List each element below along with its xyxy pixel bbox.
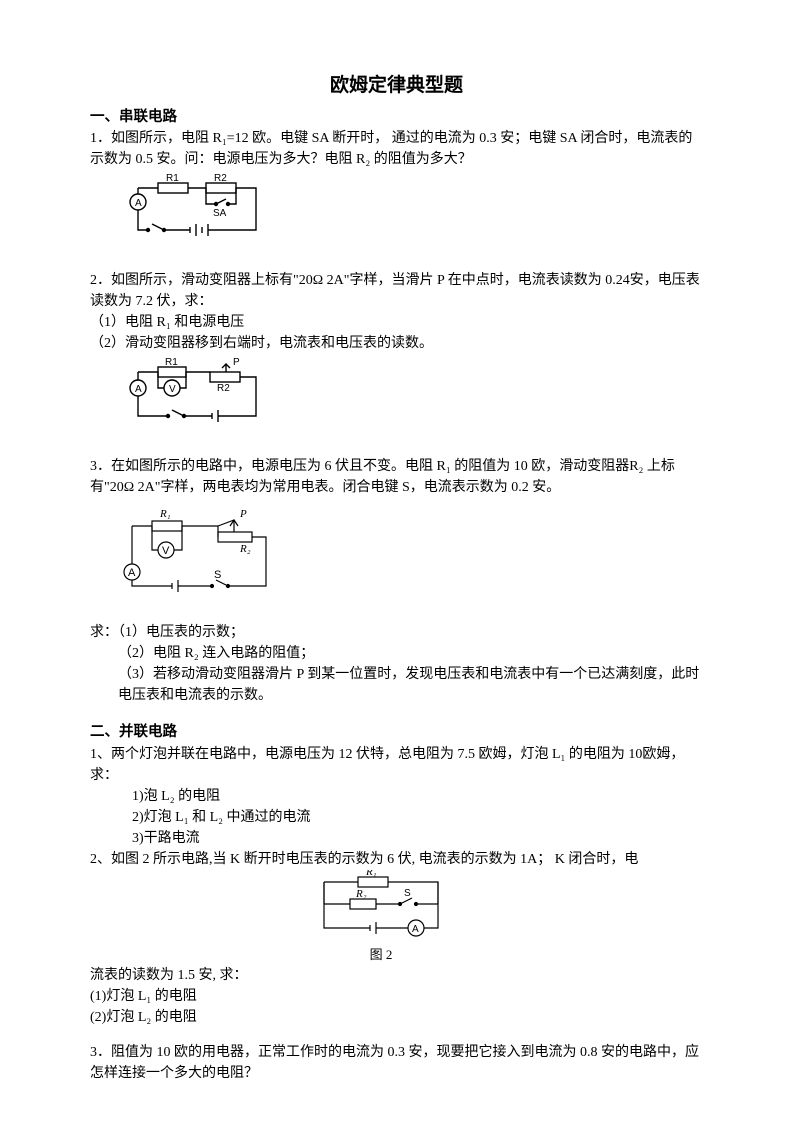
- label-a: A: [128, 567, 136, 579]
- q1-1-circuit: R1 R2 A SA: [108, 174, 703, 250]
- q1-3-ask3: （3）若移动滑动变阻器滑片 P 到某一位置时，发现电压表和电流表中有一个已达满刻…: [90, 664, 703, 706]
- section2-heading: 二、并联电路: [90, 722, 703, 744]
- label-r2: R2: [217, 383, 230, 394]
- q2-2-tail: 流表的读数为 1.5 安, 求：: [90, 965, 703, 986]
- q1-3-ask1: 求：（1）电压表的示数；: [90, 622, 703, 643]
- q1-1-text: 1．如图所示，电阻 R₁=12 欧。电键 SA 断开时， 通过的电流为 0.3 …: [90, 128, 703, 170]
- q1-2-circuit: R1 R2 P A V: [108, 358, 703, 436]
- q2-1-text: 1、两个灯泡并联在电路中，电源电压为 12 伏特，总电阻为 7.5 欧姆，灯泡 …: [90, 744, 703, 786]
- page-title: 欧姆定律典型题: [90, 72, 703, 101]
- label-v: V: [169, 384, 176, 395]
- q2-2-sub1: (1)灯泡 L₁ 的电阻: [90, 986, 703, 1007]
- label-a: A: [135, 384, 142, 395]
- label-v: V: [162, 545, 170, 557]
- fig2-caption: 图 2: [306, 945, 456, 965]
- label-r1: R₁: [159, 508, 171, 520]
- label-r2: R2: [214, 174, 227, 184]
- q2-2-circuit: R₁ R₂ S A 图 2: [306, 870, 456, 965]
- q2-2-lead: 2、如图 2 所示电路,当 K 断开时电压表的示数为 6 伏, 电流表的示数为 …: [90, 849, 703, 870]
- q2-2-sub2: (2)灯泡 L₂ 的电阻: [90, 1007, 703, 1028]
- label-r1: R1: [166, 174, 179, 184]
- label-sa: SA: [213, 208, 227, 219]
- q1-3-circuit: R₁ R₂ P A V S: [108, 502, 703, 612]
- label-s: S: [404, 888, 411, 899]
- q2-1-sub1: 1)泡 L₂ 的电阻: [90, 786, 703, 807]
- label-a: A: [135, 198, 142, 209]
- q1-3-text: 3．在如图所示的电路中，电源电压为 6 伏且不变。电阻 R₁ 的阻值为 10 欧…: [90, 456, 703, 498]
- q1-2-sub1: （1）电阻 R₁ 和电源电压: [90, 312, 703, 333]
- label-r2: R₂: [239, 543, 251, 555]
- q1-2-text: 2．如图所示，滑动变阻器上标有"20Ω 2A"字样，当滑片 P 在中点时，电流表…: [90, 270, 703, 312]
- q1-3-ask2: （2）电阻 R₂ 连入电路的阻值；: [90, 643, 703, 664]
- q2-1-sub2: 2)灯泡 L₁ 和 L₂ 中通过的电流: [90, 807, 703, 828]
- q2-1-sub3: 3)干路电流: [90, 828, 703, 849]
- label-r2: R₂: [355, 888, 367, 900]
- label-s: S: [214, 569, 221, 581]
- q2-3-text: 3．阻值为 10 欧的用电器，正常工作时的电流为 0.3 安，现要把它接入到电流…: [90, 1042, 703, 1084]
- section1-heading: 一、串联电路: [90, 107, 703, 129]
- label-a: A: [412, 924, 419, 935]
- label-p: P: [239, 508, 247, 520]
- label-p: P: [233, 358, 240, 368]
- q1-2-sub2: （2）滑动变阻器移到右端时，电流表和电压表的读数。: [90, 333, 703, 354]
- label-r1: R1: [165, 358, 178, 368]
- label-r1: R₁: [365, 870, 377, 878]
